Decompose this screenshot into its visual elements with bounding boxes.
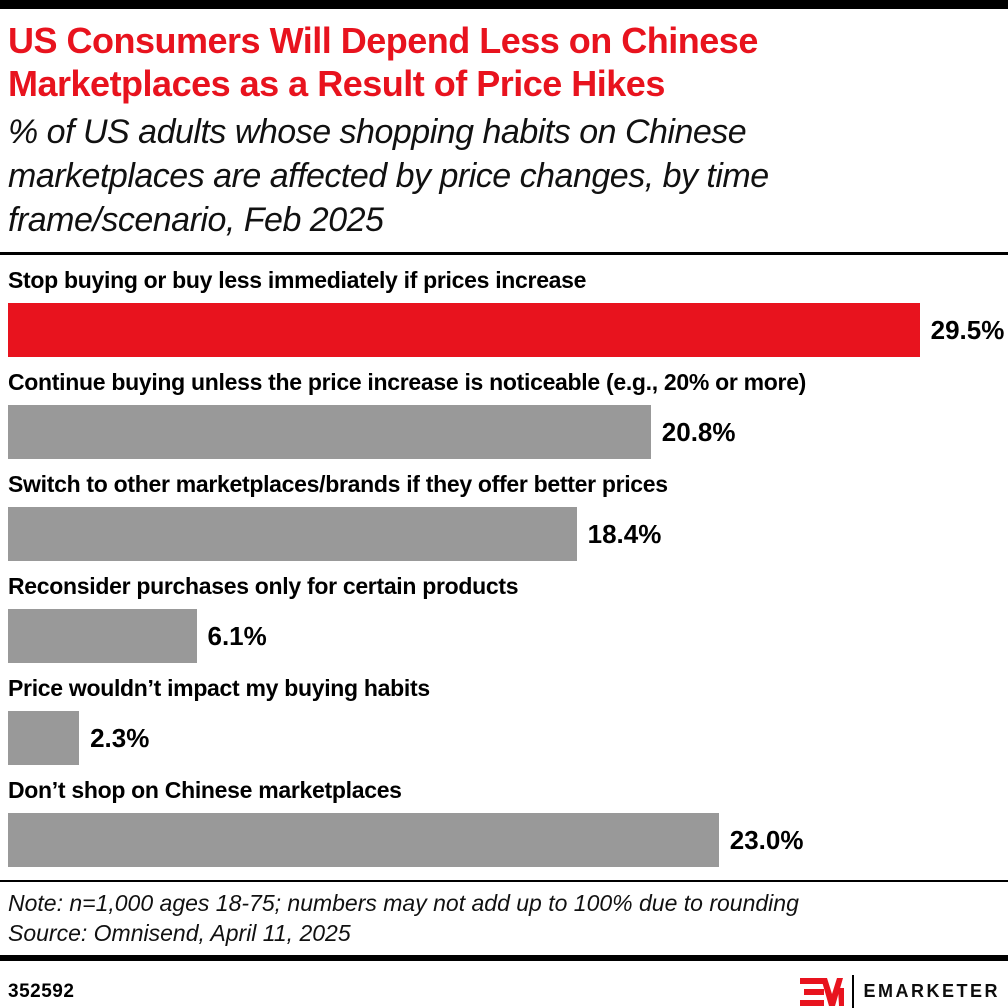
bar-row: Reconsider purchases only for certain pr… [8,573,1000,663]
bar-row: Continue buying unless the price increas… [8,369,1000,459]
em-mark-icon [800,977,845,1006]
bar-row: Price wouldn’t impact my buying habits 2.… [8,675,1000,765]
bar [8,711,80,765]
bar-row: Stop buying or buy less immediately if p… [8,267,1004,357]
bar-category-label: Continue buying unless the price increas… [8,369,807,395]
bar-row: Don’t shop on Chinese marketplaces 23.0% [8,777,1000,867]
bar [8,507,577,561]
footer-divider [0,955,1008,961]
bar-value-label: 18.4% [587,518,662,549]
bar-value-label: 20.8% [661,416,736,447]
chart-subtitle: % of US adults whose shopping habits on … [8,113,769,239]
bar [8,405,651,459]
brand-name: EMARKETER [863,981,1000,1001]
bar-category-label: Price wouldn’t impact my buying habits [8,675,430,701]
bar-value-label: 2.3% [90,722,150,753]
bar-value-label: 6.1% [207,620,267,651]
bar-category-label: Switch to other marketplaces/brands if t… [8,471,668,497]
header-divider [0,252,1008,255]
bar-row: Switch to other marketplaces/brands if t… [8,471,1000,561]
bar-value-label: 23.0% [729,824,804,855]
top-border [0,0,1008,9]
logo-separator [852,975,855,1008]
bar [8,609,197,663]
emarketer-logo: EMARKETER [800,975,1000,1008]
bar-category-label: Don’t shop on Chinese marketplaces [8,777,402,803]
chart-id: 352592 [8,980,75,1002]
bar-category-label: Stop buying or buy less immediately if p… [8,267,587,293]
bar-chart: Stop buying or buy less immediately if p… [0,267,1008,867]
bar [8,303,920,357]
bar-value-label: 29.5% [930,314,1005,345]
chart-note: Note: n=1,000 ages 18-75; numbers may no… [8,890,799,916]
bar [8,813,719,867]
chart-source: Source: Omnisend, April 11, 2025 [8,920,351,946]
bar-category-label: Reconsider purchases only for certain pr… [8,573,519,599]
note-divider [0,880,1008,882]
page-title: US Consumers Will Depend Less on Chinese… [8,20,758,104]
footer: 352592 EMARKETER [0,975,1008,1008]
